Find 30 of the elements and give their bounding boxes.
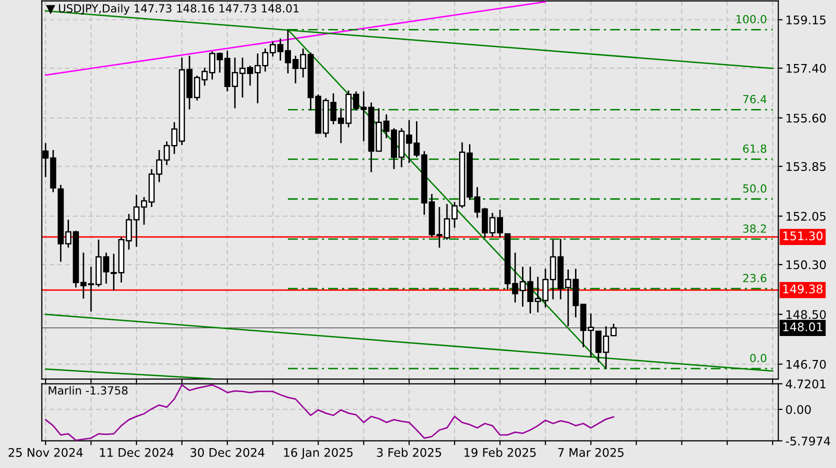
x-tick-label: 30 Dec 2024 (190, 448, 264, 457)
x-tick-label: 7 Mar 2025 (558, 448, 624, 457)
series-label: 100.0 (736, 14, 766, 24)
y-tick-label: 157.40 (786, 64, 826, 73)
x-tick-label: 25 Nov 2024 (8, 448, 83, 457)
series-label: 23.6 (743, 274, 766, 282)
x-tick-label: 11 Dec 2024 (100, 448, 174, 457)
chart-title: Marlin -1.3758 (48, 386, 128, 395)
y-tick-label: -5.7974 (786, 436, 830, 446)
series-label: 38.2 (743, 224, 766, 233)
y-tick-label: 152.05 (786, 212, 826, 221)
y-tick-label: 155.60 (786, 114, 826, 123)
y-tick-label: 159.15 (786, 15, 826, 24)
ref-line-label: 151.30 (783, 231, 823, 240)
y-tick-label: 0.00 (786, 405, 811, 414)
y-tick-label: 148.50 (786, 310, 826, 320)
y-tick-label: 153.85 (786, 162, 826, 172)
ref-line-label: 148.01 (783, 322, 822, 332)
y-tick-label: 4.7201 (786, 379, 826, 388)
series-label: 61.8 (743, 144, 766, 153)
series-label: 0.0 (750, 354, 766, 362)
y-tick-label: 146.70 (786, 360, 826, 369)
series-label: 76.4 (743, 94, 766, 104)
y-tick-label: 150.30 (786, 260, 826, 270)
x-tick-label: 19 Feb 2025 (464, 448, 536, 457)
chart-title: USDJPY,Daily 147.73 148.16 147.73 148.01 (58, 4, 299, 15)
series-label: 50.0 (743, 184, 766, 193)
x-tick-label: 16 Jan 2025 (284, 448, 353, 460)
ref-line-label: 149.38 (783, 284, 822, 294)
x-tick-label: 3 Feb 2025 (377, 448, 442, 457)
